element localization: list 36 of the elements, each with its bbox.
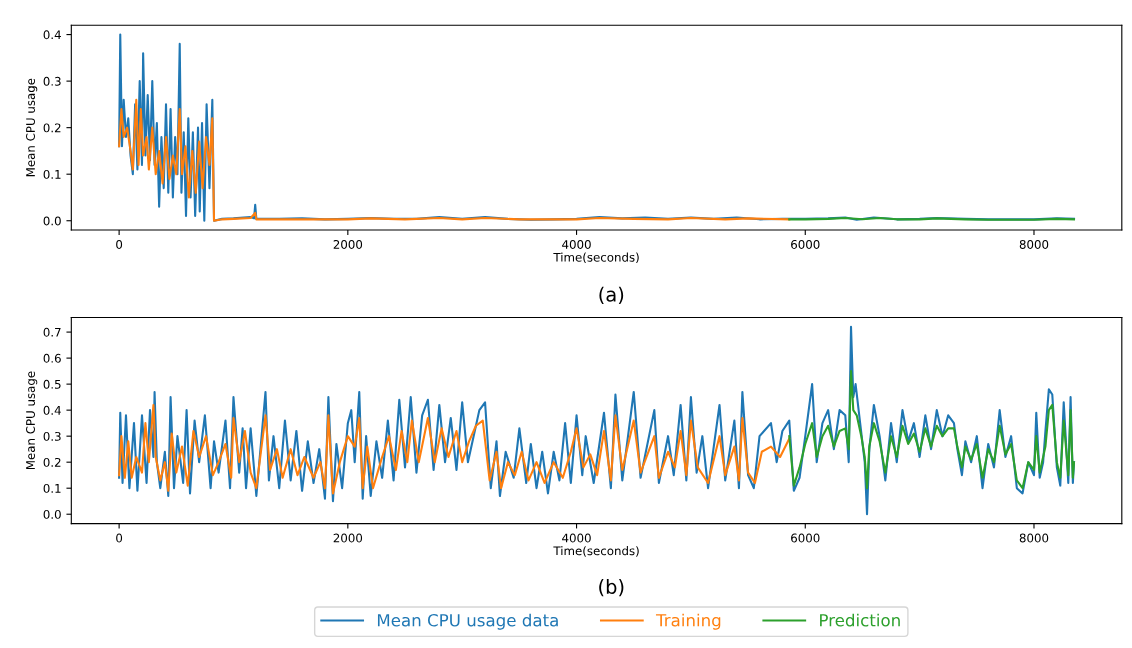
x-tick-label: 0 [116,533,123,543]
x-tick-label: 6000 [791,239,820,249]
y-tick-label: 0.1 [43,483,61,493]
y-tick-label: 0.3 [43,431,61,441]
y-axis-title: Mean CPU usage [26,78,38,177]
x-tick-label: 2000 [333,533,363,543]
y-tick-label: 0.4 [43,30,61,40]
x-tick-label: 6000 [791,533,820,543]
y-tick-label: 0.7 [43,327,61,337]
text: (a) [599,286,624,305]
y-axis-title: Mean CPU usage [26,371,38,470]
y-tick-label: 0.2 [43,457,61,467]
x-tick-label: 0 [116,239,123,249]
legend-label: Mean CPU usage data [377,613,558,630]
y-tick-label: 0.6 [43,353,61,363]
y-tick-label: 0.4 [43,405,61,415]
legend-label: Prediction [820,613,900,627]
y-tick-label: 0.5 [43,379,61,389]
x-axis-title: Time(seconds) [553,546,639,557]
x-tick-label: 8000 [1019,533,1049,543]
x-axis-title: Time(seconds) [553,252,639,264]
y-tick-label: 0.0 [43,509,61,519]
y-tick-label: 0.0 [43,216,61,226]
text: (b) [599,578,624,597]
line-series [118,325,1076,516]
line-series [118,403,791,495]
line-series [118,98,791,222]
line-series [788,370,1076,490]
legend-label: Training [655,613,721,630]
y-tick-label: 0.1 [43,169,61,179]
y-tick-label: 0.3 [43,76,61,86]
x-tick-label: 8000 [1019,239,1049,249]
x-tick-label: 4000 [562,239,591,249]
x-tick-label: 4000 [562,533,591,543]
y-tick-label: 0.2 [43,123,61,133]
x-tick-label: 2000 [333,239,363,249]
